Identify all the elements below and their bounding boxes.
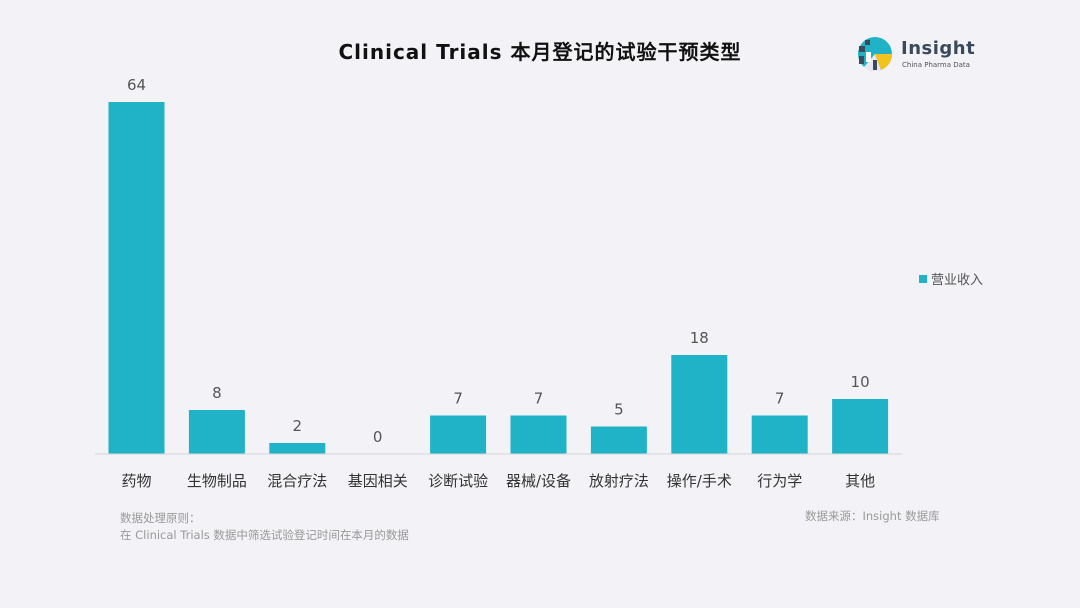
note-line-1: 数据处理原则： [120,511,201,525]
category-label-4: 诊断试验 [428,472,488,490]
category-label-7: 操作/手术 [667,472,732,490]
category-label-9: 其他 [845,472,875,490]
value-label-8: 7 [775,390,785,408]
chart-title: Clinical Trials 本月登记的试验干预类型 [338,40,742,64]
category-label-3: 基因相关 [348,472,408,490]
value-label-3: 0 [373,428,383,446]
logo-icon [858,37,893,72]
value-label-2: 2 [293,417,303,435]
bar-6 [590,426,647,454]
bar-7 [671,355,728,454]
bar-9 [832,399,889,454]
value-label-0: 64 [127,76,146,94]
legend-swatch [919,274,927,283]
value-label-1: 8 [212,384,222,402]
insight-logo: Insight China Pharma Data [855,34,985,78]
bar-1 [188,410,245,454]
logo-tagline: China Pharma Data [902,61,970,69]
bar-2 [269,443,326,454]
data-source: 数据来源：Insight 数据库 [805,509,940,523]
value-label-4: 7 [453,390,463,408]
value-label-9: 10 [851,373,870,391]
legend-label: 营业收入 [931,273,984,288]
value-label-7: 18 [690,329,709,347]
category-label-2: 混合疗法 [267,472,327,490]
category-label-1: 生物制品 [187,472,247,490]
bar-8 [751,415,808,454]
category-label-8: 行为学 [757,472,802,490]
bar-4 [430,415,487,454]
bar-0 [108,102,165,454]
bar-5 [510,415,567,454]
note-line-2: 在 Clinical Trials 数据中筛选试验登记时间在本月的数据 [120,528,409,542]
data-processing-note: 数据处理原则： 在 Clinical Trials 数据中筛选试验登记时间在本月… [120,510,409,544]
category-label-5: 器械/设备 [506,472,571,490]
category-label-6: 放射疗法 [589,472,649,490]
legend: 营业收入 [919,269,983,288]
logo-name: Insight [901,38,976,59]
value-label-6: 5 [614,401,624,419]
value-label-5: 7 [534,390,544,408]
category-label-0: 药物 [121,472,151,490]
